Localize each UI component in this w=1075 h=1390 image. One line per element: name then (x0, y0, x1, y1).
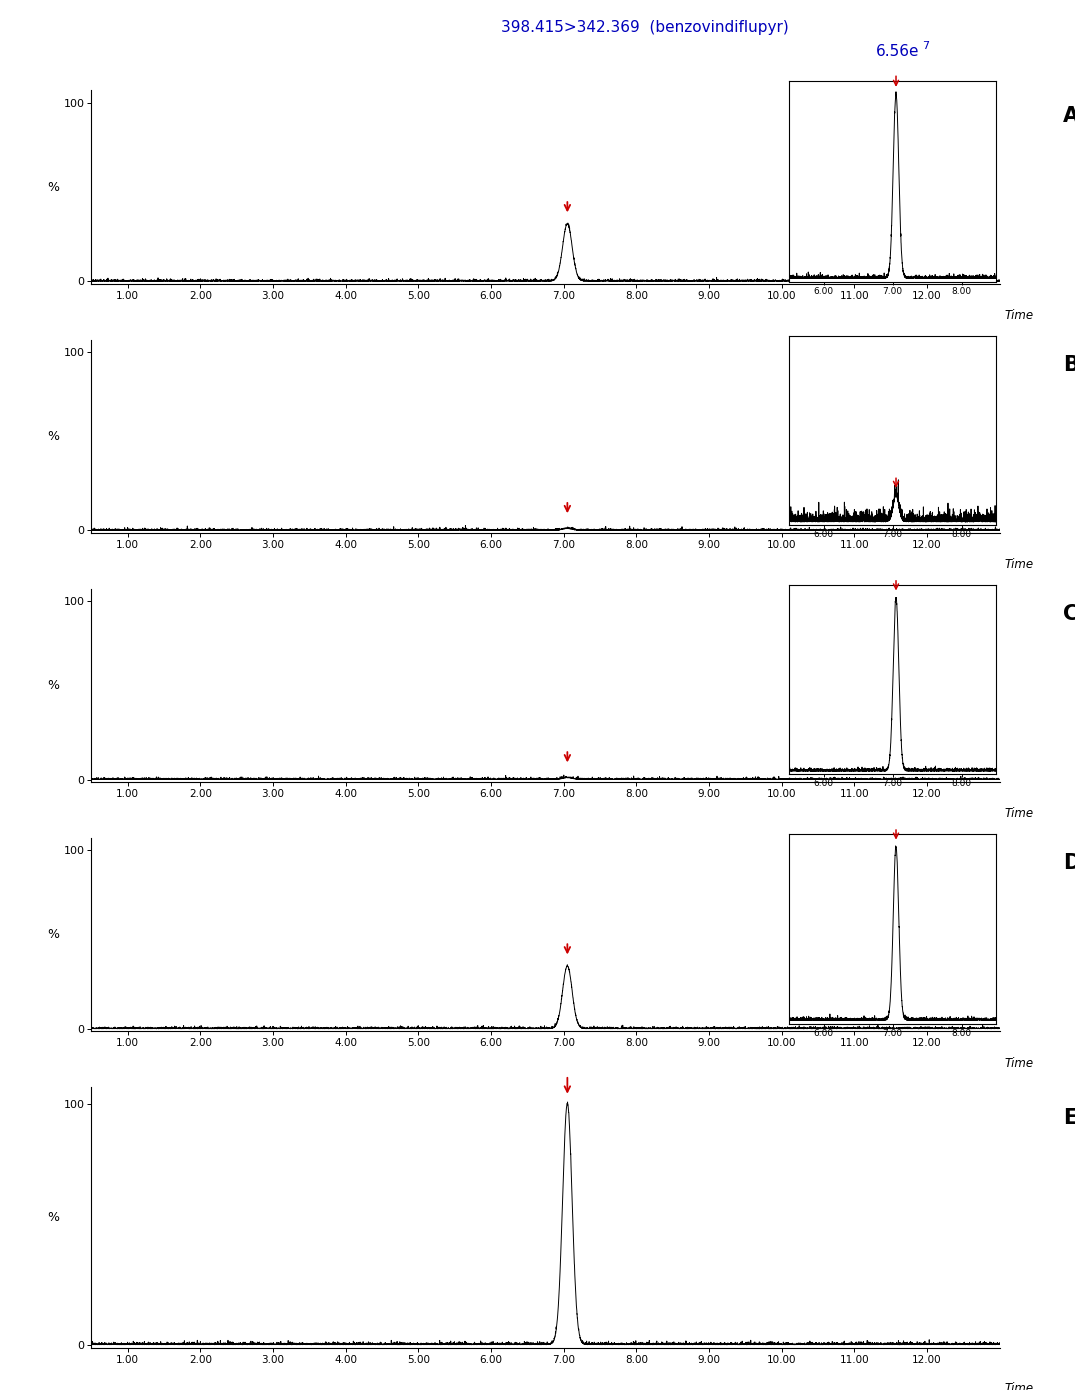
Text: Time: Time (1004, 808, 1033, 820)
Text: %: % (47, 678, 59, 692)
Text: %: % (47, 181, 59, 193)
Text: B: B (1063, 354, 1075, 375)
Text: Time: Time (1004, 1056, 1033, 1069)
Text: 6.56e: 6.56e (876, 43, 919, 58)
Text: D: D (1063, 853, 1075, 873)
Text: C: C (1063, 605, 1075, 624)
Text: %: % (47, 430, 59, 443)
Text: 7: 7 (922, 42, 930, 51)
Text: Time: Time (1004, 559, 1033, 571)
Text: A: A (1063, 106, 1075, 126)
Text: 398.415>342.369  (benzovindiflupyr): 398.415>342.369 (benzovindiflupyr) (501, 19, 789, 35)
Text: %: % (47, 929, 59, 941)
Text: Time: Time (1004, 1382, 1033, 1390)
Text: %: % (47, 1211, 59, 1225)
Text: Time: Time (1004, 309, 1033, 322)
Text: E: E (1063, 1108, 1075, 1127)
